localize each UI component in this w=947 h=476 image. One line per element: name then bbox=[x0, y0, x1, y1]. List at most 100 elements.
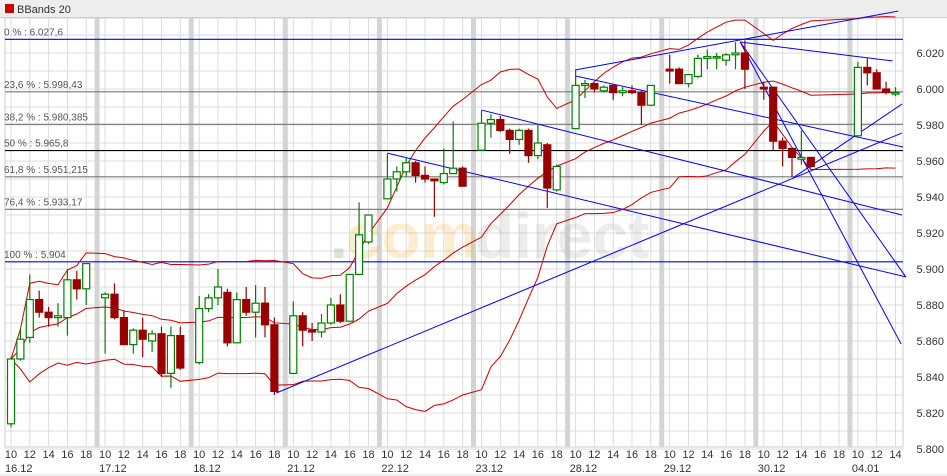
candle-body bbox=[872, 72, 881, 90]
x-tick-label: 14 bbox=[889, 449, 901, 461]
candle-body bbox=[16, 338, 25, 360]
candle-down bbox=[157, 326, 166, 377]
candle-body bbox=[213, 286, 223, 299]
candle-down bbox=[496, 116, 505, 133]
x-date-label: 21.12 bbox=[287, 463, 315, 475]
candle-up bbox=[618, 87, 627, 97]
x-tick-label: 16 bbox=[532, 449, 544, 461]
candle-down bbox=[637, 90, 646, 125]
y-axis: 6.020 6.000 5.980 5.960 5.940 5.920 5.900 5.880… bbox=[916, 48, 944, 456]
candle-body bbox=[195, 308, 204, 364]
fib-label: 38,2 % : 5.980,385 bbox=[4, 112, 88, 123]
x-tick-label: 18 bbox=[362, 449, 374, 461]
candle-body bbox=[72, 279, 81, 290]
candle-down bbox=[44, 306, 53, 327]
candle-body bbox=[769, 86, 778, 142]
candle-down bbox=[260, 287, 270, 338]
watermark-direct: direct bbox=[475, 200, 649, 272]
candle-body bbox=[157, 333, 166, 374]
y-tick-label: 5.980 bbox=[916, 120, 944, 132]
candle-body bbox=[863, 66, 872, 74]
candle-body bbox=[204, 297, 213, 310]
candle-body bbox=[6, 358, 16, 425]
candle-body bbox=[891, 91, 900, 95]
fib-label: 61,8 % : 5.951,215 bbox=[4, 165, 88, 176]
candle-body bbox=[778, 140, 787, 149]
x-tick-label: 16 bbox=[155, 449, 167, 461]
candle-body bbox=[618, 90, 627, 94]
candle-up bbox=[797, 130, 806, 165]
candle-body bbox=[486, 118, 495, 124]
candle-up bbox=[213, 269, 223, 305]
candle-body bbox=[439, 173, 448, 184]
candle-body bbox=[646, 84, 655, 106]
candle-up bbox=[204, 294, 213, 313]
x-tick-label: 14 bbox=[795, 449, 807, 461]
candle-body bbox=[806, 156, 815, 167]
candle-up bbox=[326, 297, 335, 325]
candle-body bbox=[326, 304, 335, 324]
candle-up bbox=[693, 54, 703, 79]
candle-down bbox=[505, 128, 514, 154]
candle-body bbox=[580, 82, 590, 86]
candle-body bbox=[637, 91, 646, 106]
x-tick-label: 10 bbox=[381, 449, 393, 461]
x-tick-label: 14 bbox=[231, 449, 243, 461]
candle-up bbox=[392, 166, 401, 192]
candle-body bbox=[740, 52, 750, 70]
candle-body bbox=[270, 324, 279, 392]
candle-body bbox=[590, 82, 599, 90]
x-tick-label: 10 bbox=[287, 449, 299, 461]
candle-body bbox=[420, 174, 430, 180]
candle-body bbox=[392, 171, 401, 180]
candle-up bbox=[721, 53, 731, 66]
candle-down bbox=[138, 317, 147, 358]
candle-up bbox=[129, 328, 138, 354]
candle-body bbox=[712, 55, 721, 59]
candle-up bbox=[345, 273, 354, 322]
trendline bbox=[739, 41, 907, 278]
x-axis: 10 12 14 16 18 16.12 10 12 14 16 18 17.12 10 12 14 16 18… bbox=[0, 449, 947, 476]
candle-up bbox=[533, 125, 543, 160]
x-tick-label: 18 bbox=[833, 449, 845, 461]
legend-swatch bbox=[5, 4, 14, 13]
x-tick-label: 16 bbox=[720, 449, 732, 461]
candle-up bbox=[166, 326, 175, 388]
candle-body bbox=[430, 178, 439, 182]
candle-body bbox=[458, 167, 467, 187]
x-tick-label: 16 bbox=[814, 449, 826, 461]
x-tick-label: 18 bbox=[174, 449, 186, 461]
candle-up bbox=[251, 285, 260, 338]
x-tick-label: 14 bbox=[137, 449, 149, 461]
candle-body bbox=[731, 52, 740, 56]
candle-body bbox=[138, 329, 147, 340]
candle-up bbox=[514, 128, 524, 145]
candle-up bbox=[16, 328, 25, 361]
candle-down bbox=[35, 290, 44, 318]
candle-body bbox=[53, 315, 63, 319]
x-tick-label: 14 bbox=[513, 449, 525, 461]
candle-up bbox=[289, 301, 298, 374]
y-tick-label: 5.800 bbox=[916, 444, 944, 456]
candle-body bbox=[317, 322, 326, 333]
candle-down bbox=[110, 283, 119, 320]
x-tick-label: 10 bbox=[475, 449, 487, 461]
candle-body bbox=[148, 333, 157, 342]
candle-up bbox=[731, 42, 740, 70]
x-tick-label: 12 bbox=[118, 449, 130, 461]
candle-up bbox=[853, 62, 863, 137]
candle-down bbox=[787, 147, 797, 178]
watermark-dot: . bbox=[330, 200, 348, 272]
trendline bbox=[740, 41, 893, 62]
x-date-label: 30.12 bbox=[758, 463, 786, 475]
candle-body bbox=[693, 57, 703, 78]
candle-up bbox=[712, 53, 721, 70]
x-date-label: 04.01 bbox=[852, 463, 880, 475]
candle-body bbox=[411, 162, 420, 177]
candle-body bbox=[35, 299, 44, 313]
middle-band bbox=[10, 80, 896, 360]
candle-body bbox=[609, 84, 618, 94]
candle-body bbox=[308, 329, 317, 333]
x-tick-label: 10 bbox=[852, 449, 864, 461]
x-tick-label: 12 bbox=[306, 449, 318, 461]
